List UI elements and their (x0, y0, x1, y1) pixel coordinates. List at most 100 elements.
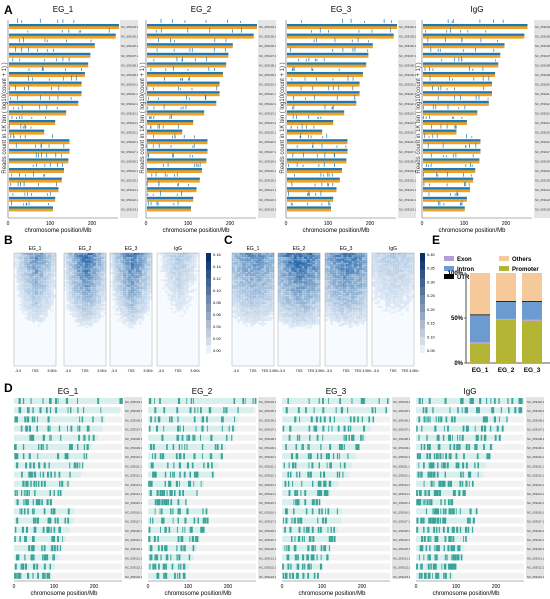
heatmap-cell (393, 253, 396, 256)
heatmap-cell (128, 260, 132, 263)
coverage-track-blue (287, 177, 340, 180)
heatmap-cell (14, 254, 17, 257)
heatmap-cell (268, 286, 272, 289)
heatmap-cell (95, 294, 99, 297)
colorbar-segment (206, 269, 211, 279)
heatmap-cell (291, 303, 294, 306)
heatmap-cell (178, 281, 181, 284)
heatmap-cell (48, 288, 51, 291)
heatmap-cell (327, 294, 331, 297)
heatmap-cell (178, 286, 181, 289)
chromosome-label: NC_059110.1 (535, 83, 550, 87)
heatmap-cell (395, 288, 399, 291)
heatmap-cell (263, 315, 267, 318)
heatmap-cell (85, 286, 88, 289)
heatmap-cell (255, 294, 259, 297)
heatmap-cell (393, 311, 396, 314)
heatmap-cell (301, 305, 305, 308)
heatmap-cell (170, 290, 173, 293)
heatmap-cell (260, 305, 264, 308)
heatmap-cell (183, 292, 187, 295)
heatmap-cell (98, 262, 101, 265)
heatmap-cell (21, 277, 25, 280)
heatmap-cell (406, 296, 409, 299)
heatmap-cell (263, 262, 267, 265)
heatmap-cell (180, 286, 184, 289)
heatmap-cell (185, 266, 189, 269)
heatmap-cell (32, 286, 36, 289)
heatmap-cell (314, 303, 318, 306)
heatmap-cell (232, 290, 235, 293)
heatmap-cell (95, 254, 99, 257)
heatmap-cell (327, 290, 331, 293)
heatmap-cell (90, 279, 94, 282)
heatmap-cell (299, 305, 302, 308)
heatmap-cell (66, 286, 70, 289)
heatmap-x-tick: TES 3.0Kb (308, 369, 325, 373)
heatmap-cell (146, 292, 150, 295)
heatmap-cell (393, 290, 396, 293)
heatmap-cell (103, 303, 107, 306)
heatmap-cell (403, 300, 407, 303)
heatmap-cell (50, 271, 54, 274)
heatmap-cell (395, 279, 399, 282)
heatmap-cell (304, 305, 308, 308)
heatmap-cell (343, 273, 347, 276)
heatmap-cell (263, 254, 267, 257)
heatmap-cell (185, 290, 189, 293)
heatmap-cell (183, 300, 187, 303)
heatmap-cell (69, 307, 73, 310)
heatmap-cell (247, 275, 251, 278)
heatmap-cell (183, 258, 187, 261)
heatmap-cell (304, 281, 308, 284)
heatmap-cell (372, 262, 375, 265)
heatmap-cell (304, 320, 308, 323)
heatmap-cell (255, 266, 259, 269)
heatmap-cell (379, 298, 383, 301)
heatmap-cell (95, 292, 99, 295)
heatmap-cell (92, 271, 96, 274)
heatmap-cell (403, 292, 407, 295)
heatmap-cell (306, 317, 310, 320)
heatmap-cell (40, 262, 44, 265)
heatmap-cell (317, 300, 321, 303)
heatmap-cell (21, 271, 25, 274)
heatmap-cell (77, 290, 80, 293)
heatmap-cell (19, 279, 23, 282)
heatmap-cell (285, 256, 289, 259)
heatmap-cell (353, 292, 357, 295)
heatmap-cell (237, 256, 241, 259)
heatmap-cell (258, 315, 262, 318)
heatmap-cell (364, 271, 368, 274)
heatmap-cell (77, 292, 80, 295)
heatmap-cell (95, 290, 99, 293)
heatmap-cell (335, 268, 339, 271)
heatmap-cell (144, 258, 147, 261)
heatmap-cell (131, 300, 134, 303)
heatmap-cell (385, 309, 388, 312)
heatmap-cell (335, 281, 339, 284)
heatmap-cell (408, 286, 412, 289)
heatmap-cell (138, 285, 142, 288)
heatmap-cell (125, 277, 129, 280)
heatmap-cell (312, 320, 315, 323)
heatmap-cell (245, 313, 248, 316)
heatmap-cell (32, 258, 36, 261)
heatmap-cell (90, 281, 94, 284)
heatmap-cell (128, 256, 132, 259)
heatmap-cell (175, 292, 179, 295)
heatmap-cell (71, 300, 75, 303)
legend-label: Promoter (512, 267, 539, 273)
heatmap-cell (79, 322, 83, 325)
heatmap-cell (85, 277, 88, 280)
heatmap-cell (330, 258, 334, 261)
heatmap-cell (395, 281, 399, 284)
heatmap-cell (232, 273, 235, 276)
heatmap-cell (372, 258, 375, 261)
heatmap-cell (271, 279, 275, 282)
heatmap-cell (141, 309, 145, 312)
heatmap-cell (325, 258, 328, 261)
heatmap-cell (146, 266, 150, 269)
heatmap-cell (100, 266, 104, 269)
heatmap-cell (115, 271, 119, 274)
